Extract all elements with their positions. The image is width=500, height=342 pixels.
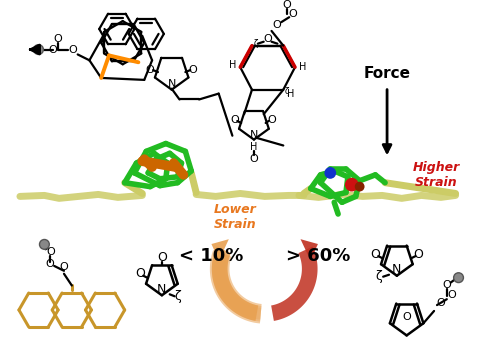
Text: O: O bbox=[146, 65, 154, 75]
Text: H: H bbox=[299, 62, 306, 72]
Text: O: O bbox=[436, 298, 446, 308]
Circle shape bbox=[345, 178, 358, 192]
Text: Force: Force bbox=[364, 66, 410, 81]
Polygon shape bbox=[210, 250, 262, 324]
Polygon shape bbox=[212, 251, 262, 321]
Polygon shape bbox=[300, 239, 318, 261]
Circle shape bbox=[34, 45, 43, 54]
Text: O: O bbox=[136, 267, 145, 280]
Polygon shape bbox=[214, 251, 262, 319]
Text: O: O bbox=[189, 65, 198, 75]
Polygon shape bbox=[212, 247, 258, 321]
Text: Lower
Strain: Lower Strain bbox=[214, 203, 256, 231]
Circle shape bbox=[40, 239, 50, 249]
Text: O: O bbox=[68, 44, 77, 54]
Text: O: O bbox=[60, 262, 68, 272]
Text: H: H bbox=[250, 143, 258, 153]
Circle shape bbox=[454, 273, 464, 282]
Text: < 10%: < 10% bbox=[178, 247, 243, 265]
Text: ζ: ζ bbox=[254, 39, 258, 48]
Text: O: O bbox=[54, 34, 62, 44]
Text: ζ: ζ bbox=[174, 290, 181, 303]
Text: O: O bbox=[263, 34, 272, 44]
Circle shape bbox=[324, 167, 336, 179]
Text: O: O bbox=[45, 259, 54, 269]
Text: O: O bbox=[414, 248, 424, 261]
Circle shape bbox=[300, 0, 310, 4]
Text: N: N bbox=[392, 263, 402, 276]
Text: > 60%: > 60% bbox=[286, 247, 350, 265]
Text: O: O bbox=[442, 279, 451, 290]
Text: N: N bbox=[250, 130, 258, 140]
Text: O: O bbox=[283, 0, 292, 11]
Text: O: O bbox=[46, 247, 54, 257]
Text: ζ: ζ bbox=[285, 87, 290, 96]
Text: ζ: ζ bbox=[376, 270, 382, 283]
Circle shape bbox=[355, 182, 364, 192]
Text: N: N bbox=[157, 283, 166, 296]
Text: H: H bbox=[228, 60, 236, 70]
Text: O: O bbox=[370, 248, 380, 261]
Text: O: O bbox=[49, 44, 58, 54]
Polygon shape bbox=[271, 247, 318, 321]
Text: O: O bbox=[448, 290, 456, 300]
Text: Higher
Strain: Higher Strain bbox=[412, 161, 460, 189]
Text: O: O bbox=[288, 9, 298, 19]
Text: O: O bbox=[230, 115, 238, 125]
Text: O: O bbox=[250, 154, 258, 164]
Text: O: O bbox=[272, 20, 281, 30]
Text: O: O bbox=[157, 251, 167, 264]
Text: H: H bbox=[288, 89, 295, 98]
Polygon shape bbox=[212, 239, 229, 261]
Text: N: N bbox=[168, 79, 176, 89]
Text: O: O bbox=[402, 312, 411, 322]
Text: O: O bbox=[267, 115, 276, 125]
